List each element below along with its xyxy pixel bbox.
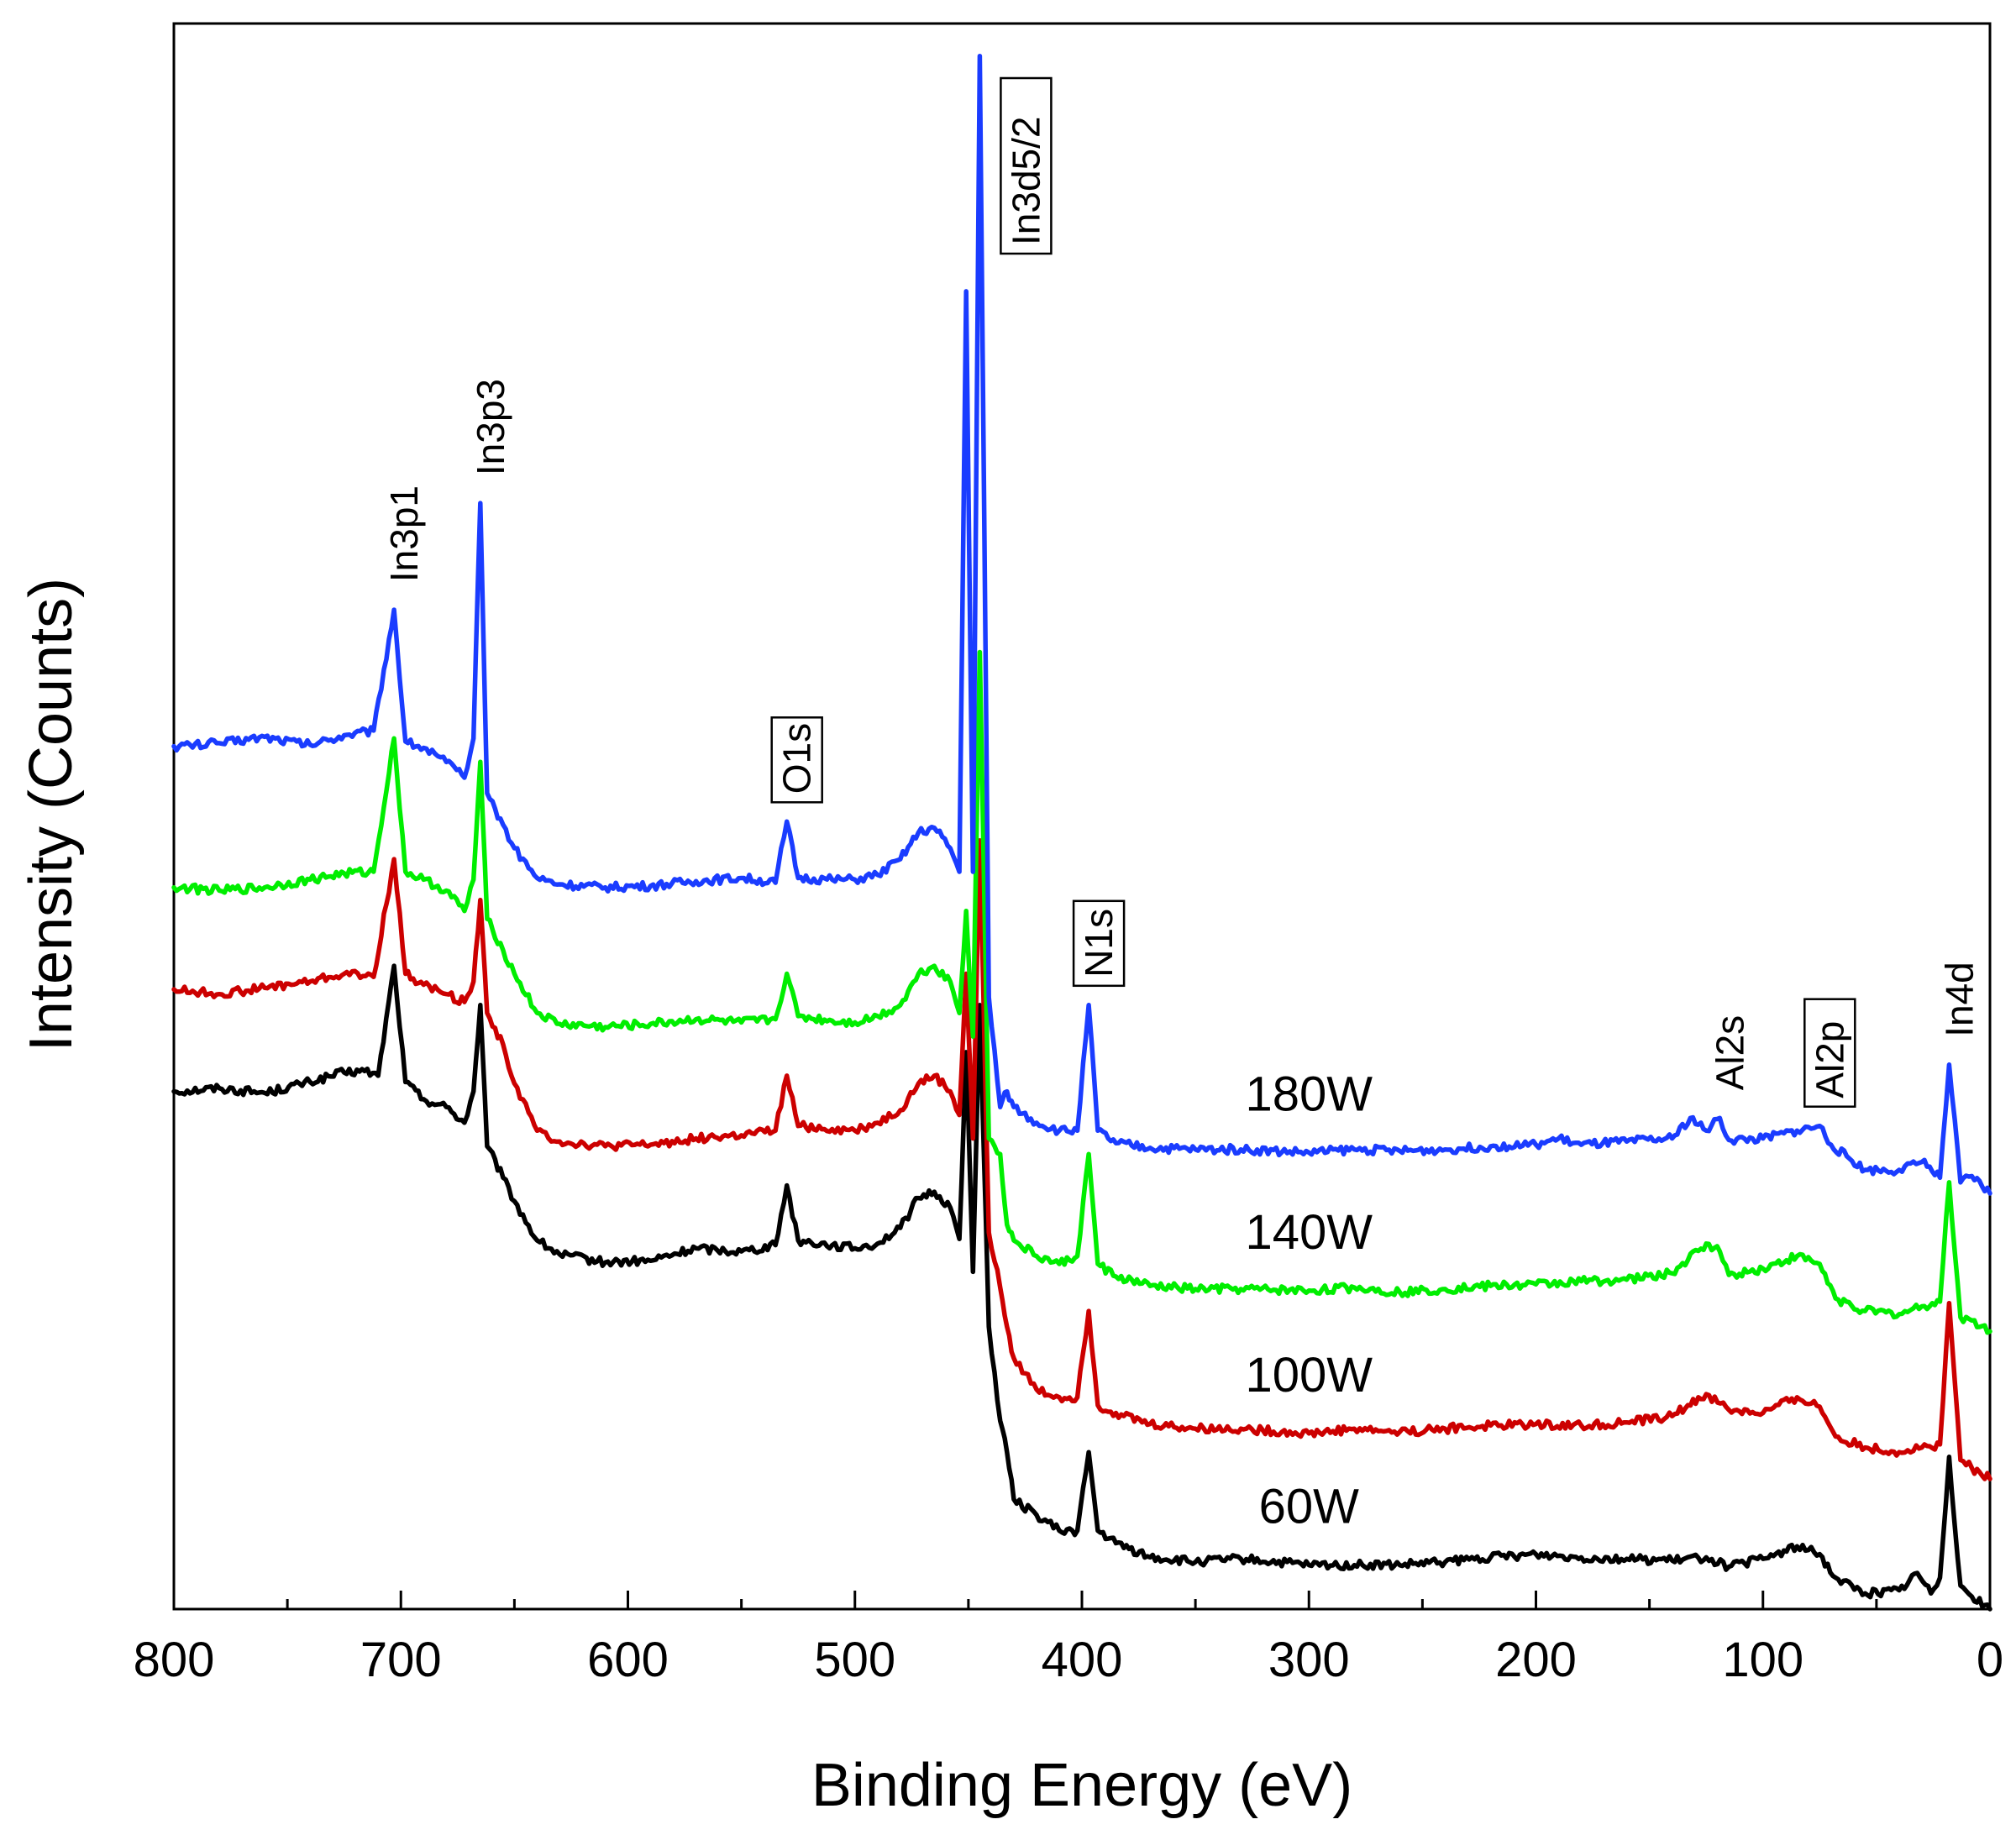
peak-label: In4d [1937, 962, 1981, 1037]
x-tick-label: 200 [1495, 1633, 1577, 1687]
peak-annotation-in3d5-2: In3d5/2 [1000, 76, 1053, 255]
series-label-180W: 180W [1245, 1067, 1373, 1121]
x-tick-label: 800 [134, 1633, 215, 1687]
peak-label-box [1072, 899, 1126, 988]
x-tick-label: 600 [587, 1633, 669, 1687]
series-label-100W: 100W [1245, 1348, 1373, 1402]
peak-annotation-o1s: O1s [770, 716, 823, 804]
x-tick-label: 100 [1722, 1633, 1803, 1687]
peak-annotation-in3p1: In3p1 [382, 485, 426, 582]
peak-annotation-n1s: N1s [1072, 899, 1126, 988]
y-axis-title: Intensity (Counts) [18, 578, 85, 1051]
series-line-180W [171, 53, 1992, 1196]
x-axis-ticks [172, 1591, 1992, 1609]
series-lines [171, 53, 1992, 1612]
x-tick-label: 400 [1042, 1633, 1123, 1687]
peak-label-box [1803, 998, 1856, 1108]
series-labels: 60W 100W 140W 180W [1245, 1067, 1373, 1534]
peak-annotation-in4d: In4d [1937, 962, 1981, 1037]
peak-label: In3p1 [382, 485, 426, 582]
peak-label: Al2p [1808, 1021, 1851, 1098]
peak-annotation-al2p: Al2p [1803, 998, 1856, 1108]
peak-annotations: In3p1 In3p3 O1s In3d5/2 N1s Al2s Al2p In4d [382, 76, 1981, 1108]
peak-label-box [770, 716, 823, 804]
peak-label: In3d5/2 [1004, 117, 1047, 245]
peak-label: In3p3 [469, 379, 512, 475]
peak-label: O1s [775, 723, 819, 794]
x-tick-label: 0 [1977, 1633, 2003, 1687]
peak-annotation-in3p3: In3p3 [469, 379, 512, 475]
x-tick-label: 500 [814, 1633, 895, 1687]
peak-label: Al2s [1708, 1015, 1751, 1090]
peak-annotation-al2s: Al2s [1708, 1015, 1751, 1090]
series-label-60W: 60W [1259, 1480, 1360, 1534]
x-tick-label: 700 [360, 1633, 442, 1687]
x-axis-tick-labels: 800 700 600 500 400 300 200 100 0 [134, 1633, 2004, 1687]
x-axis-title: Binding Energy (eV) [811, 1752, 1352, 1819]
series-line-60W [171, 963, 1992, 1612]
series-label-140W: 140W [1245, 1205, 1373, 1260]
peak-label-box [1000, 76, 1053, 255]
series-line-100W [171, 837, 1992, 1481]
series-line-140W [171, 649, 1992, 1335]
x-tick-label: 300 [1268, 1633, 1350, 1687]
peak-label: N1s [1077, 909, 1121, 978]
